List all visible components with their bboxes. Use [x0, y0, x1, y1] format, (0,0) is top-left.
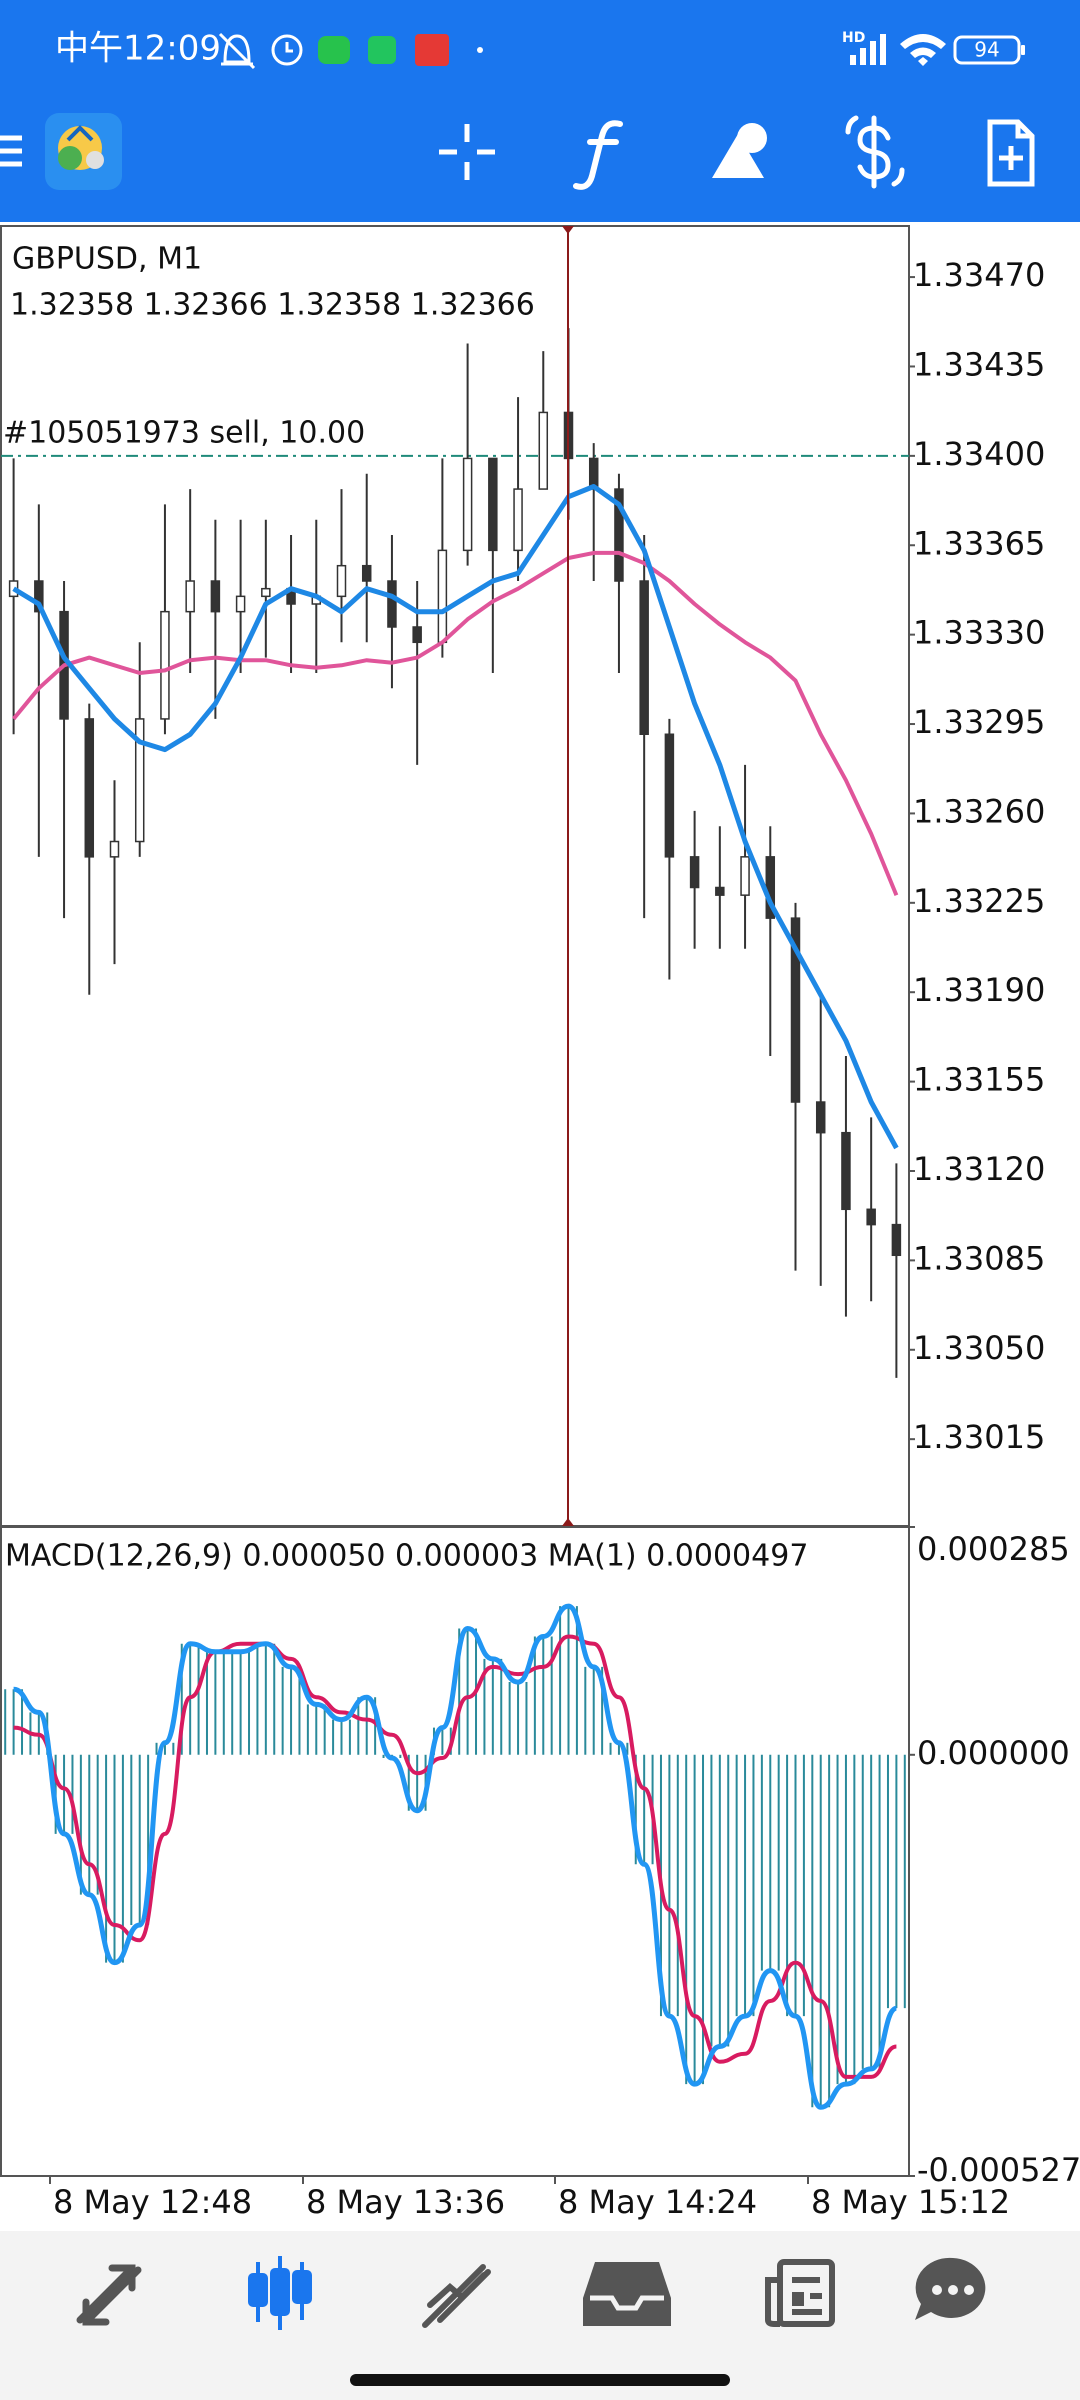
- candle-body: [790, 917, 801, 1103]
- nav-trade[interactable]: [422, 2264, 491, 2328]
- app-logo[interactable]: [45, 113, 122, 190]
- time-label: 8 May 12:48: [53, 2183, 252, 2221]
- time-label: 8 May 14:24: [558, 2183, 757, 2221]
- objects-tool[interactable]: [712, 123, 767, 178]
- y-tick-label: 1.33190: [913, 971, 1045, 1009]
- candle-body: [387, 580, 397, 628]
- candle-body: [160, 610, 170, 720]
- candle-body: [488, 457, 498, 552]
- indicators-tool[interactable]: [573, 120, 623, 190]
- y-tick-label: 1.33015: [913, 1418, 1045, 1456]
- candle-body: [412, 626, 422, 644]
- y-tick-label: 1.33260: [913, 792, 1045, 830]
- y-tick-label: 1.33400: [913, 435, 1045, 473]
- y-tick-label: 1.33050: [913, 1329, 1045, 1367]
- candle-body: [715, 886, 725, 896]
- candle-body: [841, 1131, 851, 1211]
- y-tick-label: 1.33225: [913, 882, 1045, 920]
- battery-level: 94: [974, 38, 999, 62]
- app-header: [0, 0, 1080, 222]
- y-tick-label: 0.000000: [917, 1734, 1070, 1772]
- y-tick-label: 1.33120: [913, 1150, 1045, 1188]
- status-icons-left: [218, 32, 483, 70]
- candle-body: [210, 580, 221, 613]
- macd-layer: [4, 1603, 906, 2110]
- crosshair-marker: [562, 226, 574, 234]
- trade-label: #105051973 sell, 10.00: [3, 415, 365, 450]
- y-tick-label: 1.33330: [913, 614, 1045, 652]
- moving-average: [12, 550, 899, 896]
- home-indicator: [350, 2374, 730, 2386]
- candle-body: [84, 718, 95, 858]
- menu-button[interactable]: [0, 135, 22, 167]
- candle-body: [235, 595, 246, 613]
- nav-chat[interactable]: [915, 2257, 986, 2320]
- candle-body: [614, 488, 624, 582]
- nav-chart[interactable]: [248, 2256, 312, 2330]
- candle-body: [361, 564, 372, 582]
- price-layer: [1, 328, 909, 1378]
- nav-history[interactable]: [583, 2262, 671, 2326]
- macd-label: MACD(12,26,9) 0.000050 0.000003 MA(1) 0.…: [5, 1539, 808, 1574]
- symbol-label: GBPUSD, M1: [12, 242, 202, 277]
- time-label: 8 May 13:36: [306, 2183, 505, 2221]
- candle-body: [336, 564, 347, 598]
- candle-body: [639, 580, 649, 736]
- candle-body: [740, 856, 750, 896]
- bottom-nav: [0, 2231, 1080, 2400]
- y-tick-label: 1.33365: [913, 524, 1045, 562]
- macd-signal-line: [13, 1634, 897, 2079]
- candle-body: [134, 718, 145, 843]
- macd-panel: [0, 1526, 910, 2177]
- status-time: 中午12:09: [55, 29, 221, 69]
- candle-body: [891, 1223, 902, 1257]
- y-tick-label: 1.33155: [913, 1061, 1045, 1099]
- time-label: 8 May 15:12: [811, 2183, 1010, 2221]
- crosshair-tool[interactable]: [439, 124, 495, 180]
- network-type: HD: [842, 30, 865, 46]
- candle-body: [462, 457, 473, 552]
- candle-body: [538, 411, 549, 490]
- y-tick-label: 1.33295: [913, 703, 1045, 741]
- candle-body: [866, 1208, 876, 1226]
- candle-body: [109, 840, 120, 858]
- candle-body: [34, 580, 44, 613]
- y-tick-label: -0.000527: [917, 2151, 1080, 2189]
- nav-news[interactable]: [765, 2259, 835, 2327]
- new-order-tool[interactable]: [987, 119, 1035, 187]
- candle-body: [437, 549, 448, 644]
- candle-body: [261, 587, 271, 598]
- macd-main-line: [13, 1603, 898, 2110]
- nav-quotes[interactable]: [76, 2264, 142, 2326]
- candle-body: [513, 488, 523, 552]
- candle-body: [815, 1101, 826, 1134]
- y-tick-label: 1.33085: [913, 1239, 1045, 1277]
- crosshair-marker: [562, 1518, 574, 1526]
- status-icons-right: HD 94: [842, 30, 1025, 66]
- y-tick-label: 1.33470: [913, 256, 1045, 294]
- moving-average: [12, 484, 899, 1150]
- y-tick-label: 0.000285: [917, 1530, 1070, 1568]
- candle-body: [664, 733, 675, 858]
- time-axis: [49, 2176, 809, 2184]
- candle-body: [185, 580, 195, 613]
- candle-body: [689, 856, 700, 889]
- trade-tool[interactable]: [845, 115, 905, 189]
- y-tick-label: 1.33435: [913, 345, 1045, 383]
- ohlc-label: 1.32358 1.32366 1.32358 1.32366: [10, 288, 535, 323]
